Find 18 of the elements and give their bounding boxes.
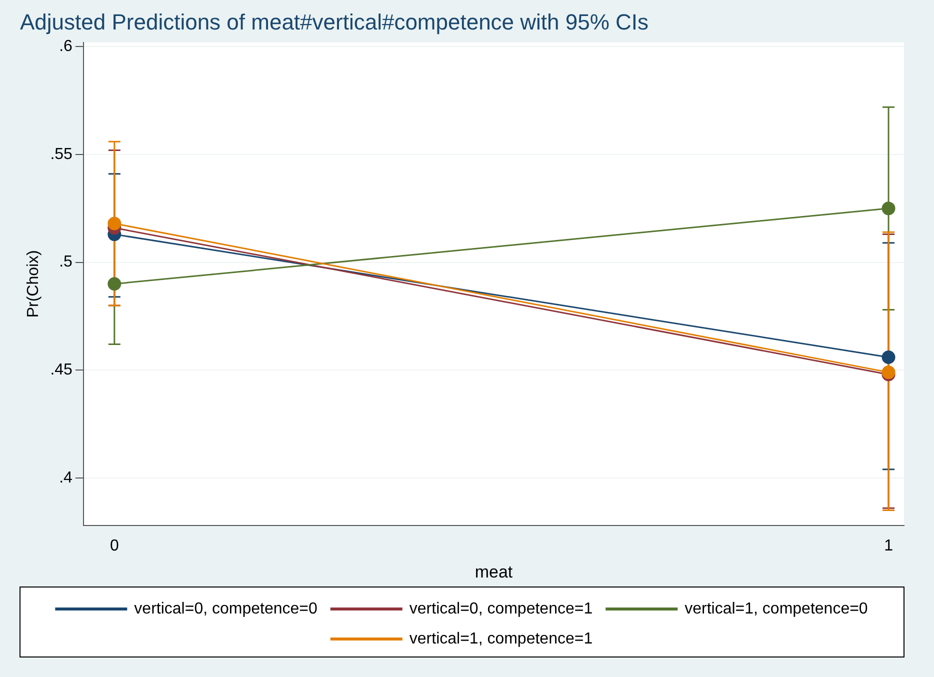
point <box>882 202 896 216</box>
point <box>108 216 122 230</box>
chart-title: Adjusted Predictions of meat#vertical#competence with 95% CIs <box>20 9 649 34</box>
x-axis-title: meat <box>474 562 513 582</box>
legend-label: vertical=1, competence=0 <box>684 600 868 618</box>
legend-label: vertical=1, competence=1 <box>409 630 593 648</box>
y-tick-label: .5 <box>59 254 73 271</box>
y-axis-title: Pr(Choix) <box>25 250 42 318</box>
point <box>882 350 896 364</box>
y-tick-label: .55 <box>50 146 73 163</box>
y-tick-label: .4 <box>59 469 73 486</box>
y-tick-label: .45 <box>50 362 73 379</box>
y-tick-label: .6 <box>59 38 73 56</box>
x-tick-label: 1 <box>884 537 894 554</box>
legend-label: vertical=0, competence=1 <box>409 600 593 618</box>
legend-label: vertical=0, competence=0 <box>134 600 318 618</box>
point <box>108 277 122 291</box>
x-tick-label: 0 <box>110 537 119 554</box>
